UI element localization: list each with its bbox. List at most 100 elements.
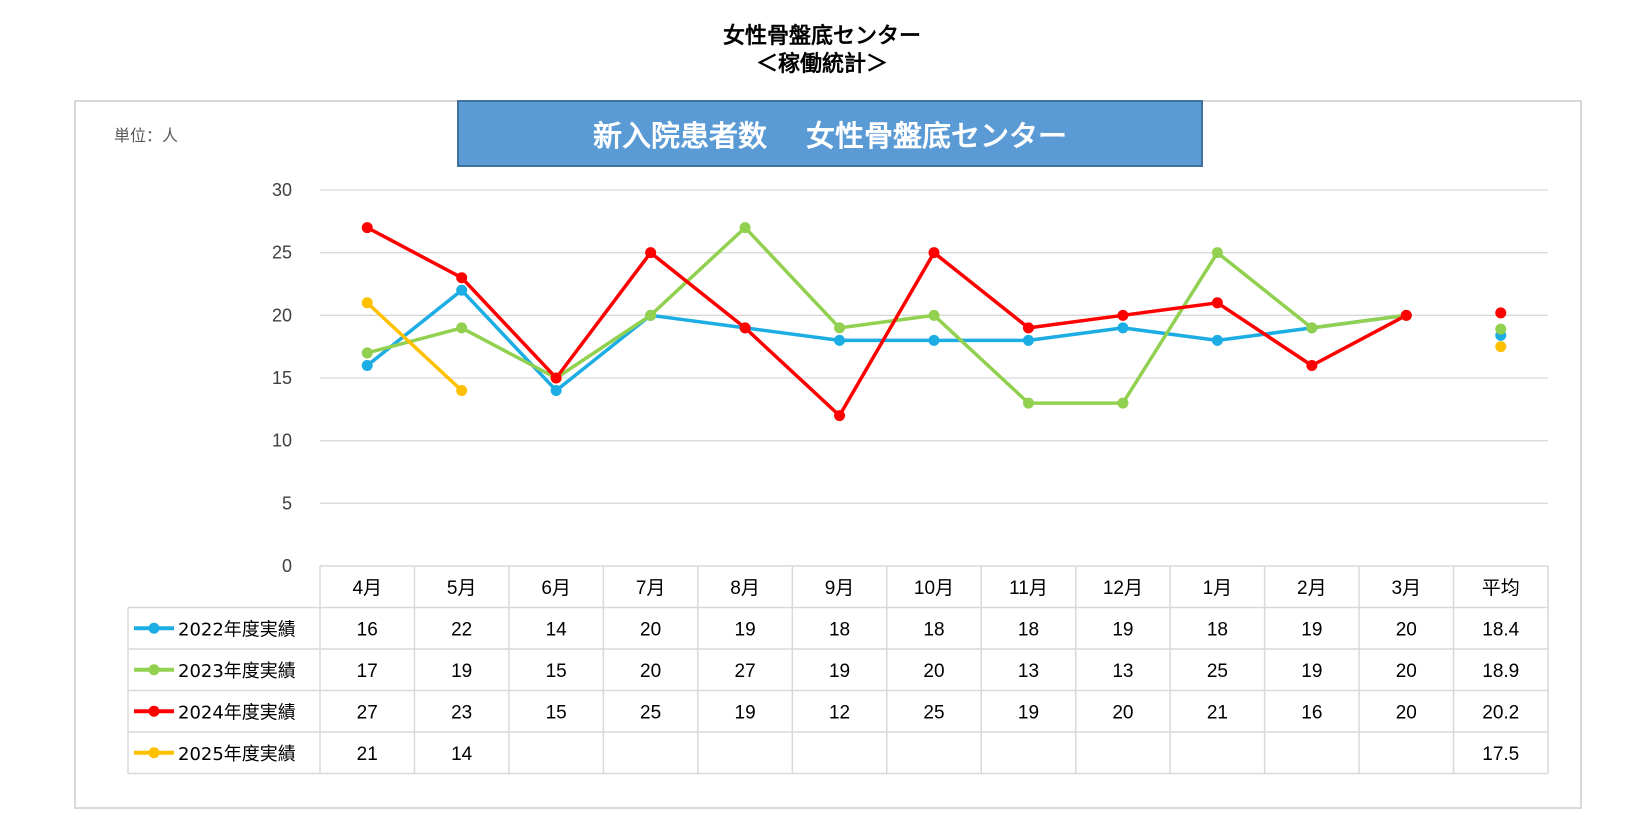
y-tick-label: 5 (282, 493, 292, 513)
table-average-cell: 17.5 (1482, 744, 1519, 765)
table-cell: 18 (1207, 619, 1228, 640)
legend-label: 2024年度実績 (178, 702, 296, 723)
table-cell: 16 (1301, 702, 1322, 723)
table-cell: 13 (1018, 661, 1039, 682)
legend-label: 2025年度実績 (178, 744, 296, 765)
table-cell: 19 (735, 702, 756, 723)
data-point (739, 322, 751, 334)
data-point (928, 247, 940, 259)
series-line (366, 225, 1407, 405)
data-point (1117, 322, 1129, 334)
data-point (928, 334, 940, 346)
y-axis: 0 5 10 15 20 25 30 (272, 180, 292, 576)
data-point (456, 284, 468, 296)
table-cell: 27 (357, 702, 378, 723)
average-point (1495, 341, 1507, 353)
data-table: 4月 5月 6月 7月 8月 9月 10月 11月 12月 1月 2月 3月 平均 2022年度実績 16 2… (127, 565, 1549, 775)
table-cell: 19 (1301, 661, 1322, 682)
table-header-cell: 平均 (1482, 577, 1520, 599)
series-line (366, 288, 1407, 393)
series-line (366, 301, 463, 392)
table-cell: 16 (357, 619, 378, 640)
data-point (1211, 297, 1223, 309)
table-cell: 19 (1301, 619, 1322, 640)
y-tick-label: 0 (282, 556, 292, 576)
data-point (1211, 247, 1223, 259)
data-point (361, 347, 373, 359)
table-cell: 18 (829, 619, 850, 640)
table-cell: 20 (1396, 661, 1417, 682)
data-point (456, 272, 468, 284)
data-point (645, 247, 657, 259)
table-header-cell: 2月 (1297, 578, 1327, 599)
series-line (366, 226, 1408, 418)
table-cell: 19 (451, 661, 472, 682)
y-tick-label: 20 (272, 305, 292, 325)
table-cell: 21 (1207, 702, 1228, 723)
y-tick-label: 10 (272, 431, 292, 451)
data-point (1306, 322, 1318, 334)
table-cell: 20 (1112, 702, 1133, 723)
page-title: 女性骨盤底センター (722, 24, 921, 49)
legend-marker (148, 664, 160, 676)
table-cell: 25 (923, 702, 944, 723)
data-point (550, 372, 562, 384)
table-cell: 25 (1207, 661, 1228, 682)
table-cell: 20 (640, 619, 661, 640)
data-point (1306, 359, 1318, 371)
table-cell: 20 (1396, 619, 1417, 640)
table-cell: 18 (1018, 619, 1039, 640)
table-cell: 17 (357, 661, 378, 682)
data-point (456, 385, 468, 397)
data-point (1211, 334, 1223, 346)
table-average-cell: 18.9 (1482, 661, 1519, 682)
data-point (361, 359, 373, 371)
table-cell: 19 (1112, 619, 1133, 640)
data-point (834, 334, 846, 346)
data-point (361, 297, 373, 309)
data-point (1117, 397, 1129, 409)
average-point (1495, 323, 1507, 335)
chart-title: 新入院患者数 女性骨盤底センター (593, 119, 1067, 153)
data-point (1022, 322, 1034, 334)
table-header-cell: 1月 (1203, 578, 1233, 599)
y-tick-label: 15 (272, 368, 292, 388)
table-cell: 27 (735, 661, 756, 682)
legend-marker (148, 622, 160, 634)
y-tick-label: 30 (272, 180, 292, 200)
data-point (550, 385, 562, 397)
page-subtitle: ＜稼働統計＞ (755, 52, 888, 77)
legend-label: 2023年度実績 (178, 661, 296, 682)
data-point (361, 222, 373, 234)
table-cell: 25 (640, 702, 661, 723)
table-cell: 15 (546, 661, 567, 682)
series-layer (361, 222, 1507, 422)
table-cell: 22 (451, 619, 472, 640)
chart-title-banner (457, 100, 1203, 167)
table-header-cell: 4月 (352, 578, 382, 599)
table-header-cell: 9月 (825, 578, 855, 599)
table-cell: 19 (1018, 702, 1039, 723)
data-point (645, 309, 657, 321)
legend-marker (148, 705, 160, 717)
table-cell: 13 (1112, 661, 1133, 682)
data-point (928, 309, 940, 321)
table-cell: 20 (1396, 702, 1417, 723)
table-cell: 19 (735, 619, 756, 640)
table-cell: 15 (546, 702, 567, 723)
data-point (1117, 309, 1129, 321)
average-point (1495, 307, 1507, 319)
table-cell: 14 (451, 744, 473, 765)
table-cell: 20 (640, 661, 661, 682)
table-header-cell: 6月 (541, 578, 571, 599)
data-point (1022, 397, 1034, 409)
table-header-cell: 3月 (1392, 578, 1422, 599)
table-average-cell: 20.2 (1482, 702, 1519, 723)
table-cell: 19 (829, 661, 850, 682)
data-point (1022, 334, 1034, 346)
table-cell: 20 (923, 661, 944, 682)
data-point (1400, 309, 1412, 321)
data-point (456, 322, 468, 334)
table-cell: 21 (357, 744, 378, 765)
table-average-cell: 18.4 (1482, 619, 1519, 640)
